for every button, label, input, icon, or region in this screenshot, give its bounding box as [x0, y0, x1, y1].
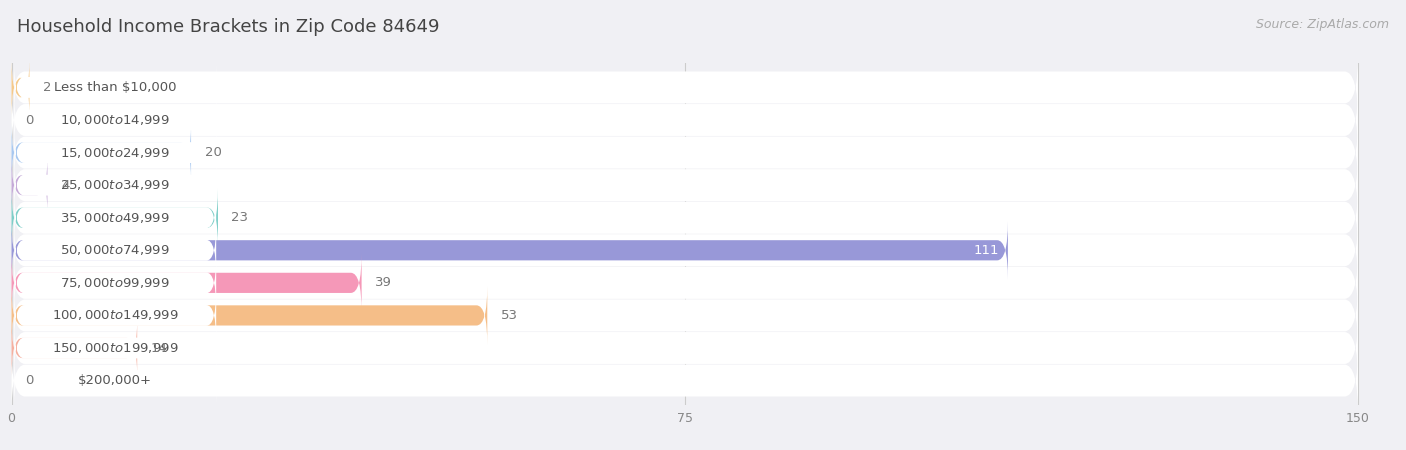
- FancyBboxPatch shape: [14, 225, 217, 276]
- FancyBboxPatch shape: [11, 152, 1358, 218]
- Text: $10,000 to $14,999: $10,000 to $14,999: [60, 113, 170, 127]
- FancyBboxPatch shape: [14, 355, 217, 406]
- FancyBboxPatch shape: [11, 348, 1358, 414]
- Text: 14: 14: [150, 342, 167, 355]
- FancyBboxPatch shape: [11, 58, 30, 117]
- Text: 4: 4: [60, 179, 69, 192]
- Text: $25,000 to $34,999: $25,000 to $34,999: [60, 178, 170, 192]
- Text: 0: 0: [25, 113, 34, 126]
- FancyBboxPatch shape: [11, 217, 1358, 283]
- Text: 111: 111: [973, 244, 998, 257]
- Text: $15,000 to $24,999: $15,000 to $24,999: [60, 145, 170, 160]
- FancyBboxPatch shape: [14, 160, 217, 211]
- FancyBboxPatch shape: [11, 120, 1358, 185]
- FancyBboxPatch shape: [11, 156, 48, 214]
- FancyBboxPatch shape: [14, 257, 217, 308]
- Text: $35,000 to $49,999: $35,000 to $49,999: [60, 211, 170, 225]
- Text: 53: 53: [501, 309, 517, 322]
- FancyBboxPatch shape: [14, 62, 217, 113]
- Text: Source: ZipAtlas.com: Source: ZipAtlas.com: [1256, 18, 1389, 31]
- FancyBboxPatch shape: [14, 94, 217, 145]
- FancyBboxPatch shape: [11, 189, 218, 247]
- FancyBboxPatch shape: [11, 87, 1358, 153]
- Text: $100,000 to $149,999: $100,000 to $149,999: [52, 308, 179, 323]
- Text: $50,000 to $74,999: $50,000 to $74,999: [60, 243, 170, 257]
- FancyBboxPatch shape: [14, 127, 217, 178]
- FancyBboxPatch shape: [11, 250, 1358, 316]
- Text: 23: 23: [232, 211, 249, 224]
- FancyBboxPatch shape: [11, 221, 1008, 279]
- Text: Household Income Brackets in Zip Code 84649: Household Income Brackets in Zip Code 84…: [17, 18, 439, 36]
- FancyBboxPatch shape: [14, 323, 217, 374]
- FancyBboxPatch shape: [11, 54, 1358, 120]
- FancyBboxPatch shape: [11, 315, 1358, 381]
- Text: 20: 20: [204, 146, 221, 159]
- Text: 2: 2: [44, 81, 52, 94]
- Text: $75,000 to $99,999: $75,000 to $99,999: [60, 276, 170, 290]
- FancyBboxPatch shape: [11, 319, 138, 377]
- FancyBboxPatch shape: [14, 290, 217, 341]
- Text: 0: 0: [25, 374, 34, 387]
- FancyBboxPatch shape: [14, 192, 217, 243]
- Text: $150,000 to $199,999: $150,000 to $199,999: [52, 341, 179, 355]
- FancyBboxPatch shape: [11, 124, 191, 181]
- FancyBboxPatch shape: [11, 283, 1358, 348]
- FancyBboxPatch shape: [11, 185, 1358, 251]
- FancyBboxPatch shape: [11, 287, 488, 344]
- FancyBboxPatch shape: [11, 254, 361, 312]
- Text: 39: 39: [375, 276, 392, 289]
- Text: Less than $10,000: Less than $10,000: [53, 81, 176, 94]
- Text: $200,000+: $200,000+: [79, 374, 152, 387]
